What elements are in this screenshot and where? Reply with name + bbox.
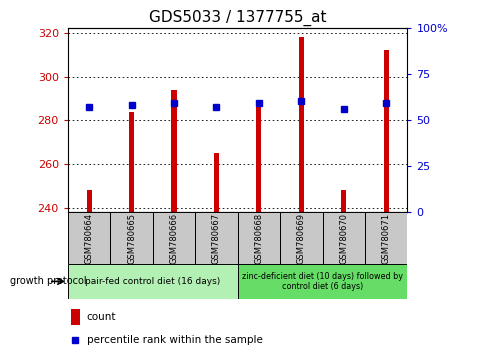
Bar [256,101,261,212]
Text: GSM780667: GSM780667 [212,212,221,264]
Bar [68,212,110,264]
Bar [86,190,91,212]
Bar [195,212,237,264]
Bar [383,50,388,212]
Bar [71,309,79,325]
Bar [68,264,237,299]
Text: count: count [86,312,116,322]
Bar [171,90,176,212]
Bar [110,212,152,264]
Text: GSM780669: GSM780669 [296,212,305,264]
Text: zinc-deficient diet (10 days) followed by
control diet (6 days): zinc-deficient diet (10 days) followed b… [242,272,402,291]
Bar [152,212,195,264]
Bar [364,212,407,264]
Text: growth protocol: growth protocol [10,276,86,286]
Bar [298,37,303,212]
Text: GSM780668: GSM780668 [254,212,263,264]
Text: GSM780671: GSM780671 [381,212,390,264]
Text: percentile rank within the sample: percentile rank within the sample [86,335,262,346]
Text: pair-fed control diet (16 days): pair-fed control diet (16 days) [85,277,220,286]
Bar [340,190,346,212]
Bar [213,153,218,212]
Bar [129,112,134,212]
Text: GSM780670: GSM780670 [338,212,348,264]
Bar [280,212,322,264]
Bar [237,212,280,264]
Text: GSM780666: GSM780666 [169,212,178,264]
Bar [237,264,407,299]
Title: GDS5033 / 1377755_at: GDS5033 / 1377755_at [149,9,326,25]
Bar [322,212,364,264]
Text: GSM780665: GSM780665 [127,212,136,264]
Text: GSM780664: GSM780664 [84,212,93,264]
